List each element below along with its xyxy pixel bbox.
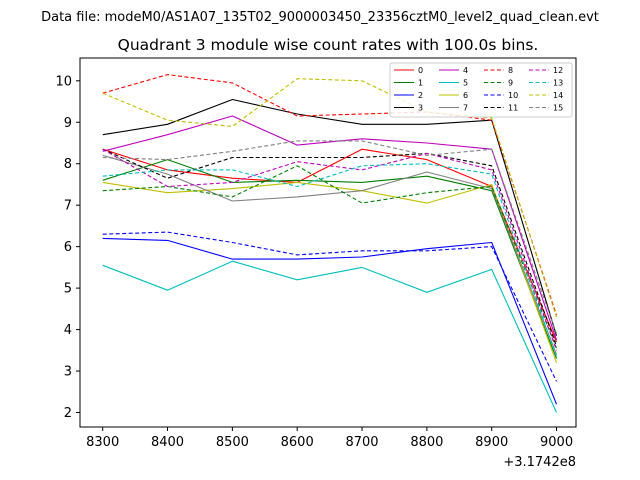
y-tick-label: 7 (64, 199, 72, 214)
x-tick-label: 8400 (151, 435, 184, 450)
x-tick-label: 8700 (345, 435, 378, 450)
series-line-1 (102, 159, 558, 359)
series-line-5 (102, 260, 558, 413)
series-line-15 (102, 140, 558, 334)
legend-label-11: 11 (508, 104, 518, 113)
series-line-3 (102, 98, 558, 336)
x-tick-label: 8600 (281, 435, 314, 450)
legend-label-5: 5 (463, 79, 468, 88)
chart-title: Quadrant 3 module wise count rates with … (118, 36, 539, 54)
y-tick-label: 3 (64, 365, 72, 380)
x-tick-label: 8300 (86, 435, 119, 450)
y-tick-label: 10 (55, 74, 72, 89)
legend-label-10: 10 (508, 91, 518, 100)
x-tick-label: 8900 (475, 435, 508, 450)
y-tick-label: 6 (64, 240, 72, 255)
legend-label-7: 7 (463, 104, 468, 113)
legend-label-6: 6 (463, 91, 468, 100)
plot-area (79, 57, 577, 428)
series-line-8 (102, 74, 558, 316)
legend-label-13: 13 (553, 79, 563, 88)
x-axis-offset-label: +3.1742e8 (503, 455, 576, 470)
series-line-12 (102, 148, 558, 351)
series-line-2 (102, 237, 558, 405)
legend-label-3: 3 (418, 104, 423, 113)
plot-frame (79, 57, 577, 428)
chart-suptitle: Data file: modeM0/AS1A07_135T02_90000034… (41, 10, 599, 25)
series-line-7 (102, 154, 558, 355)
legend-label-0: 0 (418, 66, 423, 75)
y-axis: 2 3 4 5 6 7 8 9 10 (55, 74, 80, 421)
legend-label-12: 12 (553, 66, 563, 75)
legend-label-2: 2 (418, 91, 423, 100)
series-line-9 (102, 165, 558, 349)
x-axis: 8300 8400 8500 8600 8700 8800 8900 9000 (86, 427, 573, 450)
series-line-4 (102, 115, 558, 341)
y-tick-label: 8 (64, 157, 72, 172)
y-tick-label: 5 (64, 282, 72, 297)
series-line-13 (102, 163, 558, 357)
x-tick-label: 9000 (540, 435, 573, 450)
x-tick-label: 8800 (410, 435, 443, 450)
legend-label-1: 1 (418, 79, 423, 88)
legend-label-14: 14 (553, 91, 563, 100)
legend-label-4: 4 (463, 66, 468, 75)
legend-label-8: 8 (508, 66, 513, 75)
x-tick-label: 8500 (216, 435, 249, 450)
series-line-6 (102, 181, 558, 363)
y-tick-label: 4 (64, 323, 72, 338)
legend-label-9: 9 (508, 79, 513, 88)
y-tick-label: 2 (64, 406, 72, 421)
legend-box (389, 62, 573, 118)
series-line-11 (102, 148, 558, 347)
series-line-10 (102, 231, 557, 382)
legend-label-15: 15 (553, 104, 563, 113)
y-tick-label: 9 (64, 116, 72, 131)
series-line-0 (102, 148, 558, 343)
